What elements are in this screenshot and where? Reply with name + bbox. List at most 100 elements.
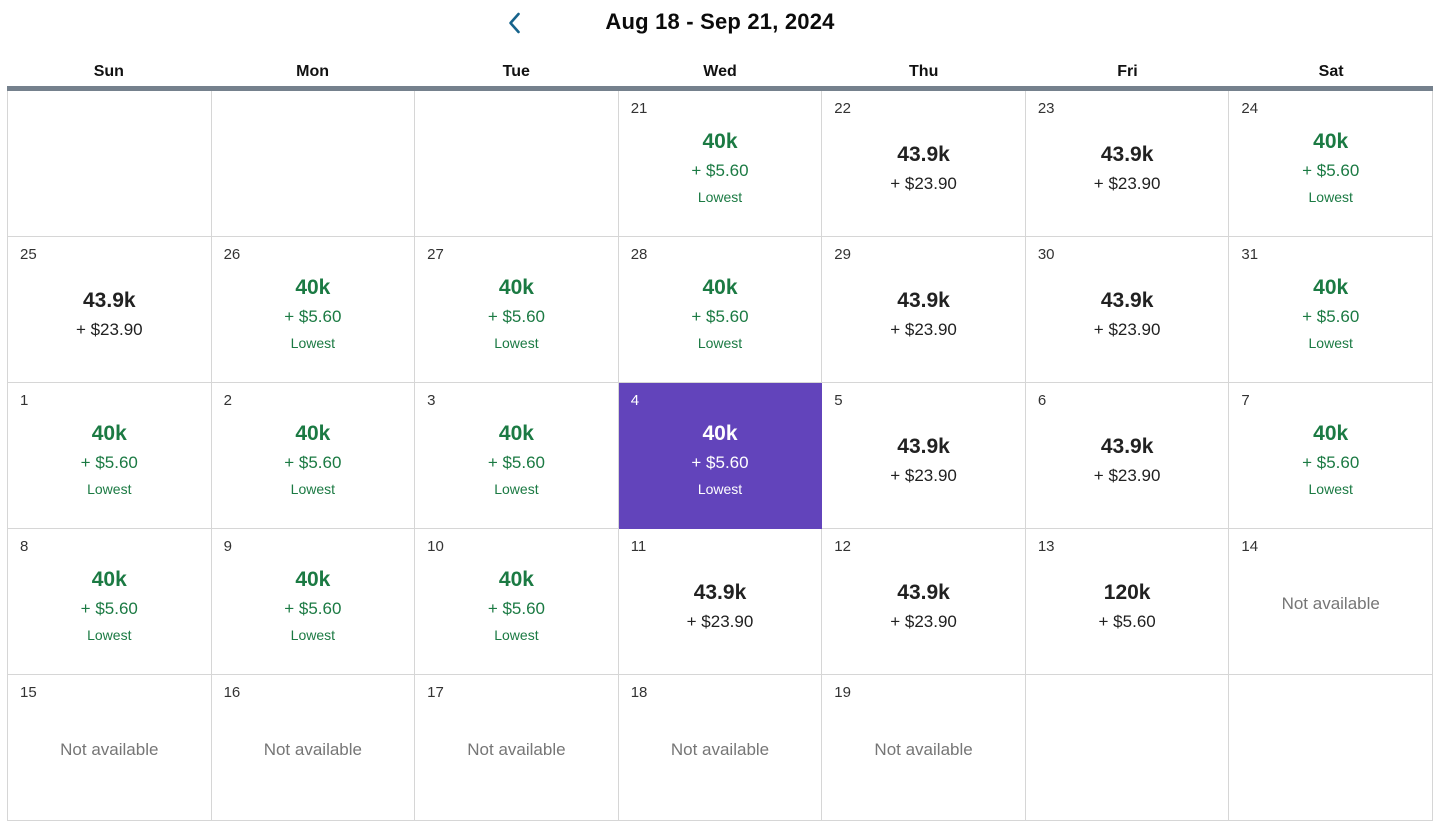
- cell-lowest-tag: Lowest: [494, 481, 539, 497]
- cell-miles: 40k: [295, 276, 331, 299]
- cell-lowest-tag: Lowest: [290, 627, 336, 643]
- cell-fee: + $5.60: [691, 453, 749, 472]
- cell-fare: 43.9k + $23.90: [1094, 140, 1161, 198]
- weekday-label-wed: Wed: [703, 63, 737, 80]
- calendar-cell-25[interactable]: 25 43.9k + $23.90: [8, 237, 212, 383]
- cell-fee: + $5.60: [284, 453, 342, 472]
- calendar-cell-4[interactable]: 4 40k + $5.60 Lowest: [618, 383, 823, 529]
- cell-fare: 43.9k + $23.90: [1094, 286, 1161, 344]
- cell-lowest-tag: Lowest: [290, 335, 336, 351]
- calendar-cell-2[interactable]: 2 40k + $5.60 Lowest: [211, 383, 416, 529]
- cell-fee: + $5.60: [691, 307, 749, 326]
- cell-date: 15: [20, 684, 37, 701]
- cell-fee: + $23.90: [890, 611, 957, 631]
- cell-miles: 40k: [702, 276, 738, 299]
- calendar-cell-22[interactable]: 22 43.9k + $23.90: [822, 91, 1026, 237]
- cell-fee: + $5.60: [1302, 161, 1360, 180]
- cell-miles: 40k: [295, 422, 331, 445]
- cell-fee: + $5.60: [691, 161, 749, 180]
- cell-date: 28: [630, 246, 648, 263]
- cell-miles: 43.9k: [897, 288, 950, 312]
- cell-lowest-tag: Lowest: [290, 481, 336, 497]
- cell-fare: 43.9k + $23.90: [890, 286, 957, 344]
- calendar-cell-5[interactable]: 5 43.9k + $23.90: [822, 383, 1026, 529]
- calendar-cell-empty: [415, 91, 619, 237]
- calendar-cell-21[interactable]: 21 40k + $5.60 Lowest: [618, 91, 823, 237]
- calendar-cell-24[interactable]: 24 40k + $5.60 Lowest: [1229, 91, 1433, 237]
- cell-miles: 43.9k: [1100, 288, 1154, 312]
- cell-fare: 40k + $5.60 Lowest: [691, 273, 748, 356]
- calendar-cell-26[interactable]: 26 40k + $5.60 Lowest: [211, 237, 416, 383]
- cell-fare: 40k + $5.60 Lowest: [81, 419, 138, 502]
- cell-date: 4: [630, 392, 640, 409]
- calendar-cell-28[interactable]: 28 40k + $5.60 Lowest: [618, 237, 823, 383]
- cell-fare: 40k + $5.60 Lowest: [691, 127, 748, 210]
- cell-miles: 40k: [1313, 130, 1349, 153]
- cell-date: 29: [834, 246, 851, 263]
- cell-lowest-tag: Lowest: [87, 627, 132, 643]
- cell-not-available: Not available: [467, 739, 566, 759]
- calendar-cell-1[interactable]: 1 40k + $5.60 Lowest: [8, 383, 212, 529]
- cell-lowest-tag: Lowest: [1308, 189, 1353, 205]
- cell-fee: + $23.90: [1093, 173, 1161, 193]
- calendar-cell-8[interactable]: 8 40k + $5.60 Lowest: [8, 529, 212, 675]
- calendar-cell-18: 18 Not available: [618, 675, 823, 821]
- cell-date: 21: [630, 100, 648, 117]
- cell-date: 30: [1037, 246, 1055, 263]
- weekday-label-fri: Fri: [1117, 63, 1138, 80]
- cell-miles: 43.9k: [897, 580, 950, 604]
- calendar-cell-6[interactable]: 6 43.9k + $23.90: [1025, 383, 1230, 529]
- cell-fee: + $5.60: [487, 599, 546, 618]
- cell-fee: + $5.60: [1302, 453, 1360, 472]
- cell-fee: + $23.90: [890, 319, 957, 339]
- cell-miles: 40k: [498, 276, 534, 299]
- calendar-cell-11[interactable]: 11 43.9k + $23.90: [618, 529, 823, 675]
- cell-lowest-tag: Lowest: [1308, 481, 1353, 497]
- cell-fee: + $5.60: [1098, 611, 1156, 631]
- calendar-cell-9[interactable]: 9 40k + $5.60 Lowest: [211, 529, 416, 675]
- cell-fee: + $23.90: [890, 173, 957, 193]
- cell-fee: + $23.90: [1093, 319, 1161, 339]
- calendar-cell-3[interactable]: 3 40k + $5.60 Lowest: [415, 383, 619, 529]
- cell-fee: + $5.60: [487, 307, 546, 326]
- cell-fee: + $5.60: [284, 307, 342, 326]
- cell-miles: 43.9k: [1100, 142, 1154, 166]
- cell-miles: 40k: [91, 568, 127, 591]
- cell-lowest-tag: Lowest: [697, 189, 743, 205]
- cell-date: 18: [630, 684, 648, 701]
- calendar-cell-14: 14 Not available: [1229, 529, 1433, 675]
- calendar-cell-23[interactable]: 23 43.9k + $23.90: [1025, 91, 1230, 237]
- calendar-header: Aug 18 - Sep 21, 2024: [0, 0, 1440, 52]
- cell-date: 7: [1241, 392, 1250, 409]
- cell-not-available: Not available: [60, 739, 159, 759]
- cell-miles: 40k: [295, 568, 331, 591]
- calendar-cell-7[interactable]: 7 40k + $5.60 Lowest: [1229, 383, 1433, 529]
- cell-fee: + $23.90: [75, 319, 143, 339]
- calendar-cell-30[interactable]: 30 43.9k + $23.90: [1025, 237, 1230, 383]
- cell-fee: + $5.60: [80, 453, 138, 472]
- calendar-cell-13[interactable]: 13 120k + $5.60: [1025, 529, 1230, 675]
- cell-fare: 40k + $5.60 Lowest: [284, 565, 341, 648]
- cell-fee: + $5.60: [284, 599, 342, 618]
- previous-button[interactable]: [498, 8, 530, 38]
- cell-fare: 40k + $5.60 Lowest: [1302, 419, 1359, 502]
- cell-miles: 43.9k: [1100, 434, 1154, 458]
- weekday-label-thu: Thu: [909, 63, 939, 80]
- cell-date: 19: [834, 684, 851, 701]
- cell-lowest-tag: Lowest: [697, 481, 743, 497]
- cell-fare: 43.9k + $23.90: [890, 432, 957, 490]
- calendar-cell-12[interactable]: 12 43.9k + $23.90: [822, 529, 1026, 675]
- cell-fee: + $5.60: [1302, 307, 1360, 326]
- cell-fare: 43.9k + $23.90: [76, 286, 143, 344]
- cell-lowest-tag: Lowest: [494, 627, 539, 643]
- calendar-cell-10[interactable]: 10 40k + $5.60 Lowest: [415, 529, 619, 675]
- calendar-cell-31[interactable]: 31 40k + $5.60 Lowest: [1229, 237, 1433, 383]
- cell-not-available: Not available: [1281, 593, 1380, 613]
- cell-date: 12: [834, 538, 851, 555]
- calendar-cell-29[interactable]: 29 43.9k + $23.90: [822, 237, 1026, 383]
- cell-fare: 43.9k + $23.90: [890, 578, 957, 636]
- calendar-cell-27[interactable]: 27 40k + $5.60 Lowest: [415, 237, 619, 383]
- cell-date: 2: [223, 392, 232, 409]
- weekday-label-mon: Mon: [296, 63, 329, 80]
